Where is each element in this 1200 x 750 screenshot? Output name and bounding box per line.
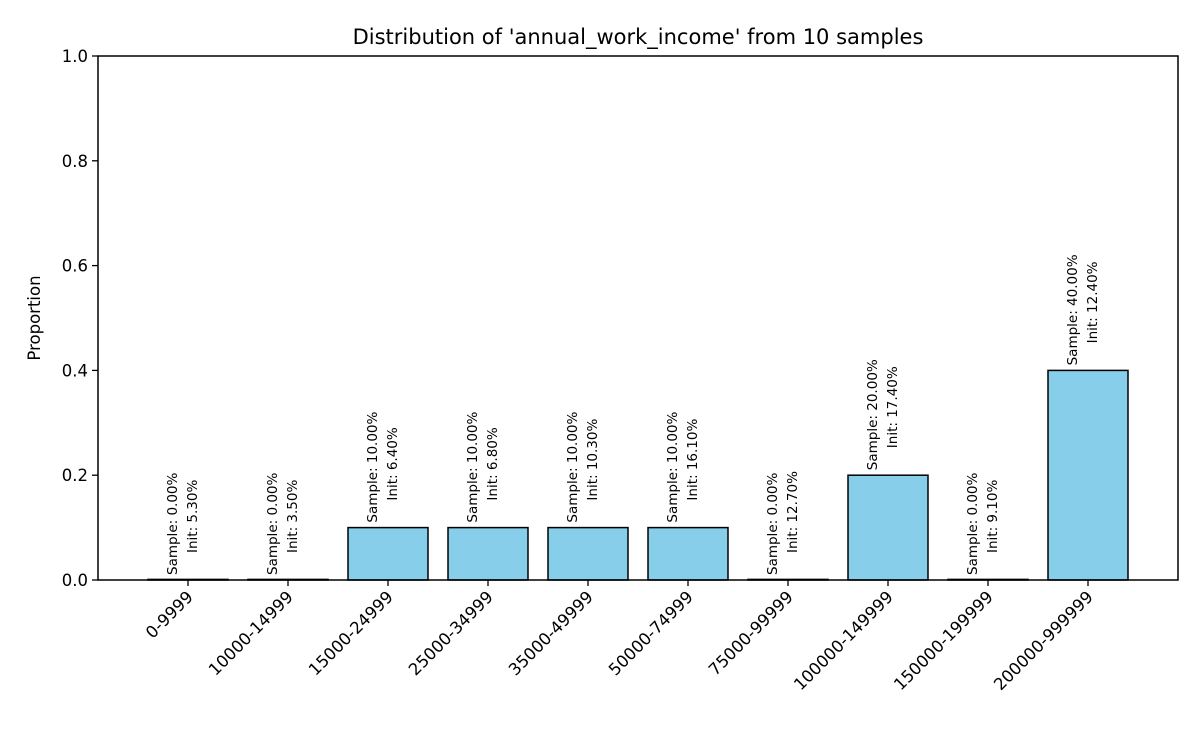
- x-tick-label: 35000-49999: [505, 587, 597, 679]
- bar-annotation: Sample: 10.00% Init: 6.40%: [365, 411, 401, 522]
- annotation-init: Init: 9.10%: [985, 480, 1001, 553]
- x-tick-label: 200000-999999: [990, 587, 1097, 694]
- annotation-sample: Sample: 40.00%: [1065, 254, 1081, 365]
- bar: [647, 526, 729, 581]
- chart-title: Distribution of 'annual_work_income' fro…: [353, 25, 924, 50]
- bar-annotation: Sample: 10.00% Init: 16.10%: [665, 411, 701, 522]
- bar-annotation: Sample: 0.00% Init: 3.50%: [265, 472, 301, 575]
- bar: [847, 474, 929, 581]
- x-tick-label: 10000-14999: [205, 587, 297, 679]
- y-tick-label: 0.8: [62, 152, 88, 171]
- x-tick-label: 50000-74999: [605, 587, 697, 679]
- x-tick-label: 15000-24999: [305, 587, 397, 679]
- bar-annotation: Sample: 0.00% Init: 5.30%: [165, 472, 201, 575]
- x-tick-label: 100000-149999: [790, 587, 897, 694]
- annotation-init: Init: 5.30%: [185, 480, 201, 553]
- annotation-init: Init: 17.40%: [885, 366, 901, 448]
- plot-area: Sample: 0.00% Init: 5.30% Sample: 0.00% Ini…: [62, 47, 1179, 694]
- bar-annotation: Sample: 0.00% Init: 12.70%: [765, 471, 801, 575]
- bar: [347, 526, 429, 581]
- bar-annotation: Sample: 40.00% Init: 12.40%: [1065, 254, 1101, 365]
- bar-annotation: Sample: 10.00% Init: 10.30%: [565, 411, 601, 522]
- annotation-sample: Sample: 10.00%: [365, 411, 381, 522]
- x-tick-label: 150000-199999: [890, 587, 997, 694]
- y-axis-label: Proportion: [25, 275, 44, 360]
- x-tick-label: 25000-34999: [405, 587, 497, 679]
- annotation-sample: Sample: 0.00%: [265, 472, 281, 575]
- annotation-sample: Sample: 0.00%: [965, 472, 981, 575]
- annotation-sample: Sample: 10.00%: [665, 411, 681, 522]
- y-tick-label: 0.0: [62, 571, 88, 590]
- annotation-init: Init: 12.40%: [1085, 261, 1101, 343]
- annotation-init: Init: 3.50%: [285, 480, 301, 553]
- bar-annotation: Sample: 0.00% Init: 9.10%: [965, 472, 1001, 575]
- annotation-init: Init: 6.80%: [485, 427, 501, 500]
- axes-frame: [97, 55, 1179, 581]
- annotation-init: Init: 12.70%: [785, 471, 801, 553]
- bar: [447, 526, 529, 581]
- bar: [547, 526, 629, 581]
- y-tick-label: 1.0: [62, 47, 88, 66]
- annotation-sample: Sample: 10.00%: [465, 411, 481, 522]
- y-tick-label: 0.6: [62, 257, 88, 276]
- annotation-sample: Sample: 0.00%: [765, 472, 781, 575]
- bar-annotation: Sample: 10.00% Init: 6.80%: [465, 411, 501, 522]
- y-tick-label: 0.4: [62, 361, 88, 380]
- annotation-sample: Sample: 0.00%: [165, 472, 181, 575]
- annotation-init: Init: 6.40%: [385, 427, 401, 500]
- x-tick-label: 0-9999: [142, 587, 197, 642]
- annotation-init: Init: 10.30%: [585, 419, 601, 501]
- annotation-sample: Sample: 10.00%: [565, 411, 581, 522]
- x-tick-label: 75000-99999: [705, 587, 797, 679]
- bar: [1047, 369, 1129, 581]
- y-tick-label: 0.2: [62, 466, 88, 485]
- bar-annotation: Sample: 20.00% Init: 17.40%: [865, 359, 901, 470]
- annotation-init: Init: 16.10%: [685, 419, 701, 501]
- annotation-sample: Sample: 20.00%: [865, 359, 881, 470]
